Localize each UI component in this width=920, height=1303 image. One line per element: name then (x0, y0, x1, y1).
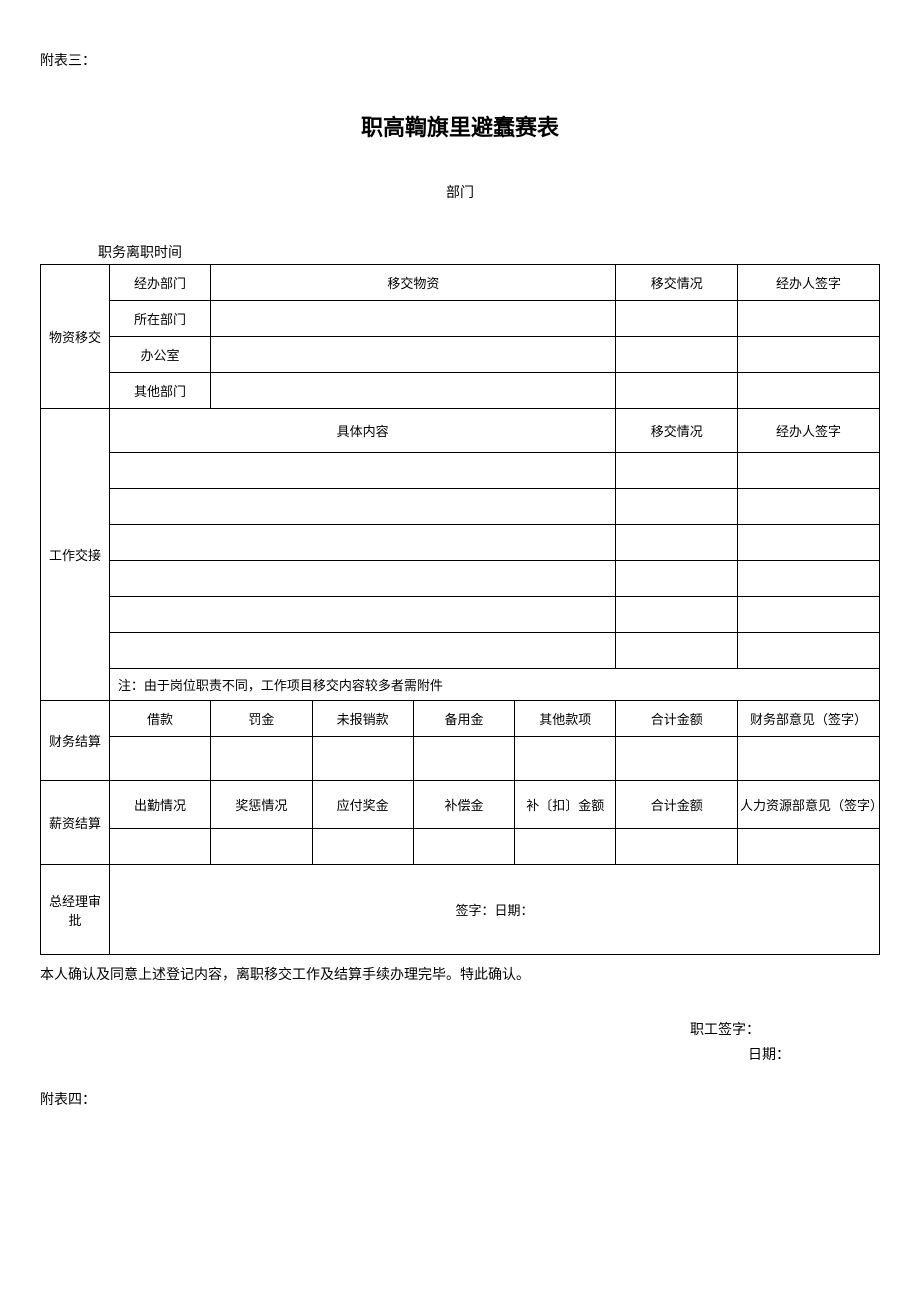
department-label: 部门 (40, 182, 880, 202)
cell (738, 525, 880, 561)
cell (413, 829, 514, 865)
appendix-3-label: 附表三： (40, 50, 880, 70)
sign-label: 职工签字： (40, 1018, 760, 1043)
pre-table-label: 职务离职时间 (98, 242, 880, 262)
cell (738, 337, 880, 373)
section-label-finance: 财务结算 (41, 701, 110, 781)
section-label-salary: 薪资结算 (41, 781, 110, 865)
cell: 其他部门 (109, 373, 210, 409)
cell: 合计金额 (616, 701, 738, 737)
signature-block: 职工签字： 日期： (40, 1018, 880, 1068)
cell (616, 597, 738, 633)
cell: 移交情况 (616, 409, 738, 453)
cell: 人力资源部意见（签字） (738, 781, 880, 829)
table-row: 财务结算 借款 罚金 未报销款 备用金 其他款项 合计金额 财务部意见（签字） (41, 701, 880, 737)
section-label-gm: 总经理审批 (41, 865, 110, 955)
cell (515, 737, 616, 781)
cell (109, 633, 616, 669)
table-row (41, 737, 880, 781)
cell (616, 337, 738, 373)
cell (211, 737, 312, 781)
table-row: 其他部门 (41, 373, 880, 409)
cell: 移交情况 (616, 265, 738, 301)
table-row (41, 489, 880, 525)
cell (109, 489, 616, 525)
cell: 经办人签字 (738, 409, 880, 453)
table-row: 办公室 (41, 337, 880, 373)
cell (616, 737, 738, 781)
cell: 经办部门 (109, 265, 210, 301)
table-row: 工作交接 具体内容 移交情况 经办人签字 (41, 409, 880, 453)
appendix-4-label: 附表四： (40, 1089, 880, 1109)
table-row (41, 597, 880, 633)
cell (738, 561, 880, 597)
cell: 奖惩情况 (211, 781, 312, 829)
cell (211, 373, 616, 409)
table-row: 注：由于岗位职责不同，工作项目移交内容较多者需附件 (41, 669, 880, 701)
cell (616, 489, 738, 525)
cell: 出勤情况 (109, 781, 210, 829)
cell (312, 737, 413, 781)
table-row (41, 453, 880, 489)
note-cell: 注：由于岗位职责不同，工作项目移交内容较多者需附件 (109, 669, 879, 701)
cell (109, 829, 210, 865)
cell (738, 737, 880, 781)
cell: 具体内容 (109, 409, 616, 453)
cell (515, 829, 616, 865)
cell: 合计金额 (616, 781, 738, 829)
cell (109, 597, 616, 633)
date-label: 日期： (40, 1043, 790, 1068)
table-row (41, 829, 880, 865)
cell (738, 633, 880, 669)
cell: 罚金 (211, 701, 312, 737)
cell (738, 489, 880, 525)
cell (738, 829, 880, 865)
table-row (41, 633, 880, 669)
cell (616, 525, 738, 561)
table-row: 总经理审批 签字：日期： (41, 865, 880, 955)
cell (211, 301, 616, 337)
table-row: 物资移交 经办部门 移交物资 移交情况 经办人签字 (41, 265, 880, 301)
cell: 补偿金 (413, 781, 514, 829)
cell (109, 453, 616, 489)
section-label-assets: 物资移交 (41, 265, 110, 409)
cell (616, 561, 738, 597)
cell (109, 525, 616, 561)
cell (616, 453, 738, 489)
cell: 经办人签字 (738, 265, 880, 301)
cell: 财务部意见（签字） (738, 701, 880, 737)
cell (109, 561, 616, 597)
cell: 应付奖金 (312, 781, 413, 829)
cell: 移交物资 (211, 265, 616, 301)
page-title: 职高鞫旗里避蠢赛表 (40, 110, 880, 142)
section-label-work: 工作交接 (41, 409, 110, 701)
cell: 办公室 (109, 337, 210, 373)
cell (616, 301, 738, 337)
cell: 补〔扣〕金额 (515, 781, 616, 829)
cell (616, 633, 738, 669)
cell (616, 829, 738, 865)
main-table: 物资移交 经办部门 移交物资 移交情况 经办人签字 所在部门 办公室 其他部门 … (40, 264, 880, 955)
cell (109, 737, 210, 781)
cell (211, 337, 616, 373)
cell: 未报销款 (312, 701, 413, 737)
cell (616, 373, 738, 409)
cell (312, 829, 413, 865)
cell: 备用金 (413, 701, 514, 737)
cell: 所在部门 (109, 301, 210, 337)
cell (211, 829, 312, 865)
cell (738, 301, 880, 337)
cell: 借款 (109, 701, 210, 737)
confirm-text: 本人确认及同意上述登记内容，离职移交工作及结算手续办理完毕。特此确认。 (40, 963, 880, 988)
cell (413, 737, 514, 781)
table-row: 所在部门 (41, 301, 880, 337)
table-row (41, 525, 880, 561)
gm-content: 签字：日期： (109, 865, 879, 955)
cell (738, 597, 880, 633)
cell: 其他款项 (515, 701, 616, 737)
table-row (41, 561, 880, 597)
table-row: 薪资结算 出勤情况 奖惩情况 应付奖金 补偿金 补〔扣〕金额 合计金额 人力资源… (41, 781, 880, 829)
cell (738, 373, 880, 409)
cell (738, 453, 880, 489)
